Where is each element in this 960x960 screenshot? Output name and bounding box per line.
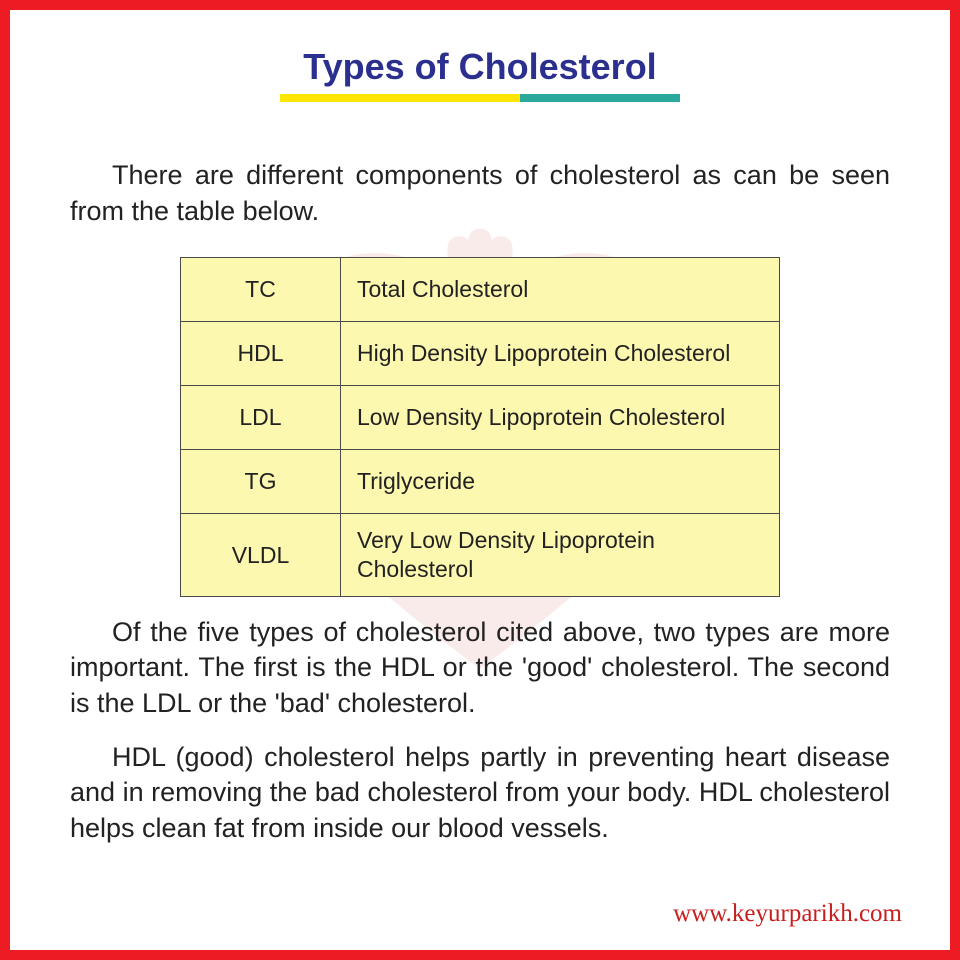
desc-cell: Triglyceride: [341, 450, 780, 514]
table-row: HDL High Density Lipoprotein Cholesterol: [181, 322, 780, 386]
title-underline: [280, 94, 680, 102]
abbr-cell: LDL: [181, 386, 341, 450]
page-title: Types of Cholesterol: [70, 46, 890, 88]
intro-paragraph: There are different components of choles…: [70, 158, 890, 229]
abbr-cell: VLDL: [181, 514, 341, 597]
content-area: Types of Cholesterol There are different…: [10, 10, 950, 847]
desc-cell: Low Density Lipoprotein Cholesterol: [341, 386, 780, 450]
underline-yellow: [280, 94, 520, 102]
abbr-cell: TC: [181, 258, 341, 322]
desc-cell: High Density Lipoprotein Cholesterol: [341, 322, 780, 386]
cholesterol-table: TC Total Cholesterol HDL High Density Li…: [180, 257, 780, 597]
desc-cell: Very Low Density Lipoprotein Cholesterol: [341, 514, 780, 597]
cholesterol-table-wrap: TC Total Cholesterol HDL High Density Li…: [180, 257, 780, 597]
footer-url: www.keyurparikh.com: [673, 900, 902, 928]
paragraph-2: HDL (good) cholesterol helps partly in p…: [70, 740, 890, 847]
desc-cell: Total Cholesterol: [341, 258, 780, 322]
table-row: TG Triglyceride: [181, 450, 780, 514]
table-row: TC Total Cholesterol: [181, 258, 780, 322]
table-row: VLDL Very Low Density Lipoprotein Choles…: [181, 514, 780, 597]
page-frame: Types of Cholesterol There are different…: [0, 0, 960, 960]
underline-teal: [520, 94, 680, 102]
paragraph-1: Of the five types of cholesterol cited a…: [70, 615, 890, 722]
abbr-cell: TG: [181, 450, 341, 514]
table-row: LDL Low Density Lipoprotein Cholesterol: [181, 386, 780, 450]
abbr-cell: HDL: [181, 322, 341, 386]
